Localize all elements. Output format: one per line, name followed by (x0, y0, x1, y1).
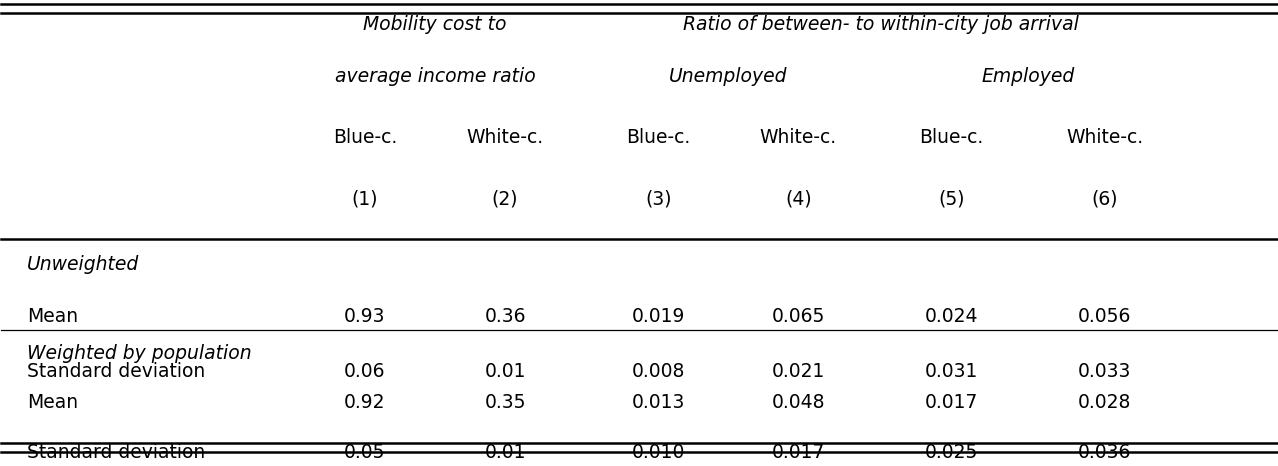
Text: White-c.: White-c. (1066, 128, 1143, 147)
Text: White-c.: White-c. (760, 128, 837, 147)
Text: 0.048: 0.048 (772, 393, 826, 412)
Text: 0.025: 0.025 (925, 443, 978, 462)
Text: 0.36: 0.36 (484, 307, 525, 326)
Text: 0.35: 0.35 (484, 393, 525, 412)
Text: 0.065: 0.065 (772, 307, 826, 326)
Text: 0.013: 0.013 (631, 393, 685, 412)
Text: Blue-c.: Blue-c. (626, 128, 690, 147)
Text: Standard deviation: Standard deviation (27, 443, 206, 462)
Text: 0.019: 0.019 (631, 307, 685, 326)
Text: Ratio of between- to within-city job arrival: Ratio of between- to within-city job arr… (684, 15, 1079, 34)
Text: Mobility cost to: Mobility cost to (363, 15, 506, 34)
Text: 0.010: 0.010 (631, 443, 685, 462)
Text: 0.021: 0.021 (772, 362, 826, 381)
Text: 0.05: 0.05 (344, 443, 386, 462)
Text: (5): (5) (938, 190, 965, 208)
Text: 0.01: 0.01 (484, 443, 525, 462)
Text: (6): (6) (1091, 190, 1118, 208)
Text: Weighted by population: Weighted by population (27, 343, 252, 363)
Text: 0.056: 0.056 (1077, 307, 1131, 326)
Text: Standard deviation: Standard deviation (27, 362, 206, 381)
Text: 0.06: 0.06 (344, 362, 386, 381)
Text: 0.93: 0.93 (344, 307, 386, 326)
Text: Mean: Mean (27, 307, 78, 326)
Text: 0.031: 0.031 (925, 362, 978, 381)
Text: Blue-c.: Blue-c. (919, 128, 984, 147)
Text: Employed: Employed (982, 67, 1075, 86)
Text: (3): (3) (645, 190, 671, 208)
Text: 0.017: 0.017 (925, 393, 978, 412)
Text: White-c.: White-c. (466, 128, 543, 147)
Text: 0.033: 0.033 (1077, 362, 1131, 381)
Text: 0.024: 0.024 (925, 307, 978, 326)
Text: (1): (1) (351, 190, 378, 208)
Text: 0.017: 0.017 (772, 443, 826, 462)
Text: Mean: Mean (27, 393, 78, 412)
Text: (2): (2) (492, 190, 519, 208)
Text: average income ratio: average income ratio (335, 67, 535, 86)
Text: (4): (4) (785, 190, 812, 208)
Text: Blue-c.: Blue-c. (332, 128, 397, 147)
Text: 0.036: 0.036 (1077, 443, 1131, 462)
Text: 0.008: 0.008 (631, 362, 685, 381)
Text: Unweighted: Unweighted (27, 255, 139, 274)
Text: 0.01: 0.01 (484, 362, 525, 381)
Text: 0.92: 0.92 (344, 393, 386, 412)
Text: 0.028: 0.028 (1077, 393, 1131, 412)
Text: Unemployed: Unemployed (668, 67, 787, 86)
